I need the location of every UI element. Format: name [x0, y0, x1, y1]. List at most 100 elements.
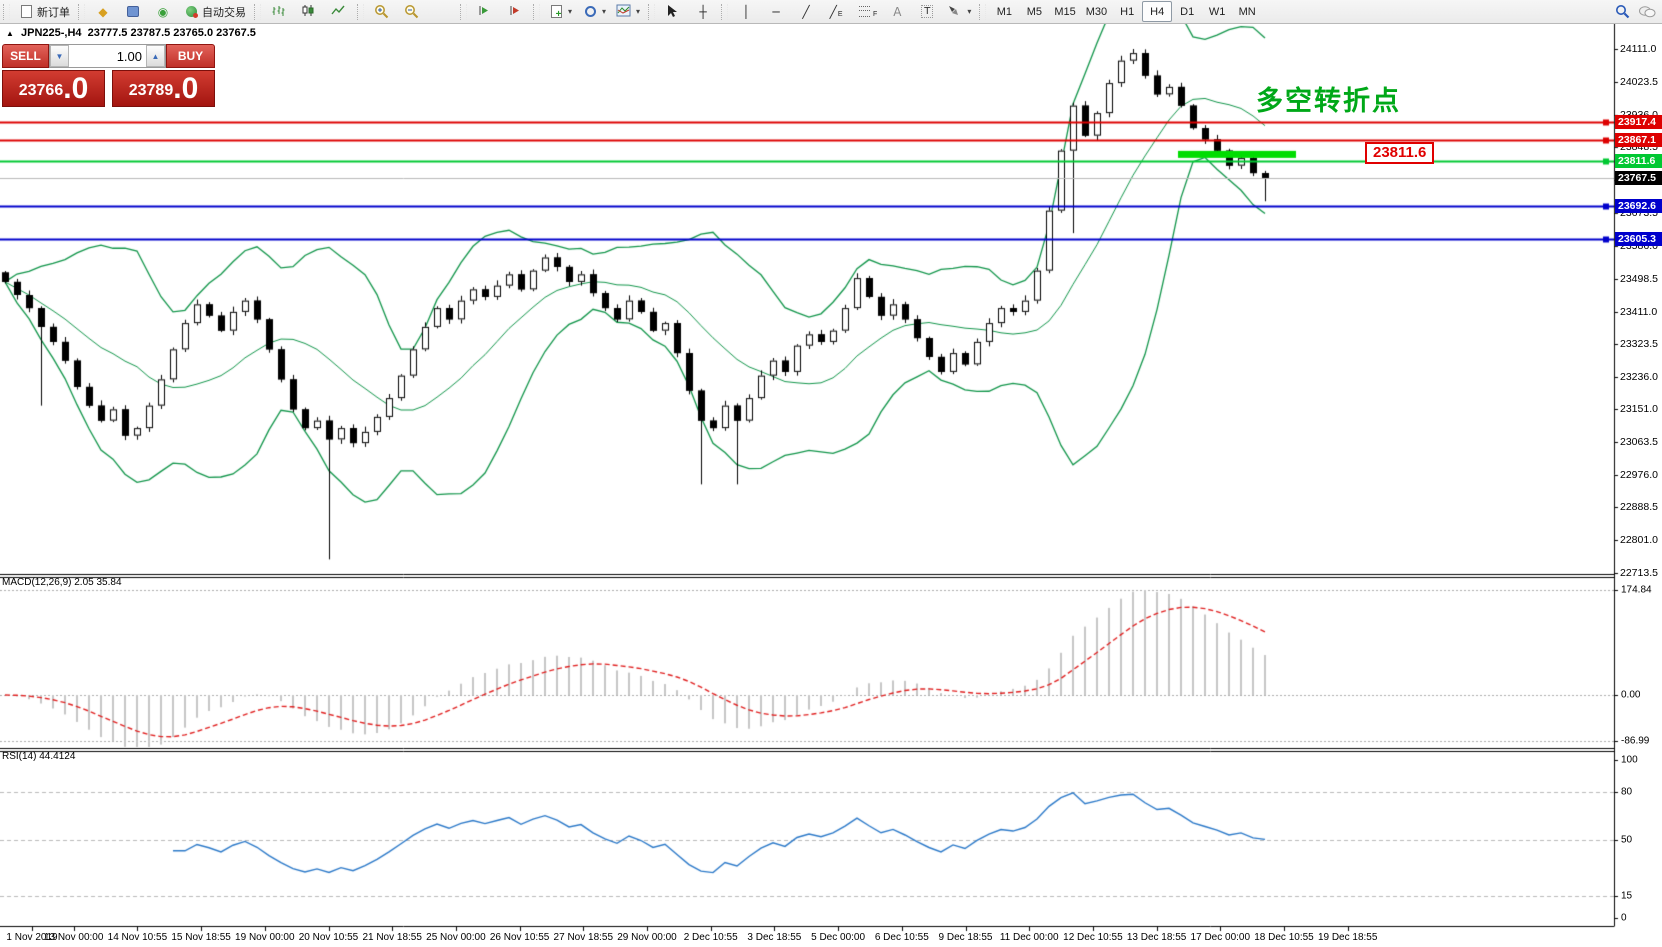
trendline-button[interactable]: ╱: [791, 1, 821, 22]
market-watch-icon: ◆: [98, 4, 108, 19]
periods-button[interactable]: ▾: [577, 1, 611, 22]
toolbar-grip: [254, 3, 261, 20]
chart-shift-button[interactable]: [500, 1, 530, 22]
volume-input[interactable]: [69, 45, 146, 67]
fibonacci-icon: [856, 4, 872, 20]
rsi-label: RSI(14) 44.4124: [2, 751, 76, 762]
data-window-button[interactable]: [118, 1, 148, 22]
buy-price-display[interactable]: 23789 .0: [112, 70, 215, 107]
toolbar-grip: [648, 3, 656, 20]
volume-decrease-button[interactable]: ▼: [50, 45, 69, 67]
chart-shift-icon: [510, 5, 519, 15]
timeframe-button-h1[interactable]: H1: [1120, 5, 1135, 18]
buy-button[interactable]: BUY: [166, 44, 215, 68]
bar-chart-button[interactable]: [264, 1, 294, 22]
timeframe-button-m1[interactable]: M1: [996, 5, 1012, 18]
timeframe-button-d1[interactable]: D1: [1180, 5, 1195, 18]
zoom-in-icon: [375, 4, 389, 18]
new-order-label: 新订单: [37, 6, 70, 19]
buy-price-main: 23789: [128, 82, 174, 99]
templates-icon: [616, 4, 631, 16]
cursor-button[interactable]: [658, 1, 688, 22]
timeframe-button-w1[interactable]: W1: [1208, 5, 1226, 18]
timeframe-button-m15[interactable]: M15: [1054, 5, 1076, 18]
line-chart-icon: [331, 5, 345, 14]
chevron-down-icon: ▾: [967, 7, 972, 16]
crosshair-icon: ┼: [699, 4, 707, 19]
signals-icon: ◉: [157, 4, 169, 19]
sell-button[interactable]: SELL: [2, 44, 49, 68]
autotrading-button[interactable]: 自动交易: [178, 1, 251, 22]
autotrading-label: 自动交易: [202, 6, 246, 19]
crosshair-button[interactable]: ┼: [688, 1, 718, 22]
indicators-button[interactable]: + ▾: [543, 1, 577, 22]
chevron-down-icon: ▾: [568, 7, 573, 16]
toolbar-grip: [721, 3, 729, 20]
macd-label: MACD(12,26,9) 2.05 35.84: [2, 577, 122, 588]
arrows-button[interactable]: ▾: [942, 1, 976, 22]
text-label-icon: T: [921, 5, 934, 18]
toolbar-grip: [979, 3, 987, 20]
sell-price-pips: .0: [63, 72, 89, 105]
clock-icon: [582, 4, 598, 20]
search-icon[interactable]: [1615, 4, 1630, 19]
autotrading-icon: [183, 4, 199, 20]
bar-chart-icon: [272, 5, 285, 16]
volume-control: ▼ ▲: [49, 44, 166, 68]
chart-symbol: JPN225-,H4: [20, 27, 82, 39]
triangle-up-icon: ▲: [6, 29, 14, 38]
toolbar-grip: [533, 3, 540, 20]
auto-scroll-button[interactable]: [470, 1, 500, 22]
volume-increase-button[interactable]: ▲: [146, 45, 165, 67]
market-watch-button[interactable]: ◆: [88, 1, 118, 22]
text-button[interactable]: A: [882, 1, 912, 22]
candlestick-chart-icon: [302, 4, 314, 16]
templates-button[interactable]: ▾: [611, 1, 645, 22]
buy-price-pips: .0: [173, 72, 199, 105]
horizontal-line-button[interactable]: ─: [761, 1, 791, 22]
cursor-icon: [668, 4, 678, 17]
toolbar-grip: [3, 3, 10, 20]
new-order-button[interactable]: 新订单: [13, 1, 75, 22]
zoom-in-button[interactable]: [367, 1, 397, 22]
chevron-down-icon: ▾: [602, 7, 607, 16]
toolbar-grip: [78, 3, 85, 20]
text-icon: A: [893, 4, 902, 19]
chat-icon[interactable]: [1638, 5, 1656, 19]
signals-button[interactable]: ◉: [148, 1, 178, 22]
one-click-trading-panel: SELL ▼ ▲ BUY 23766 .0 23789 .0: [2, 44, 215, 107]
fibonacci-button[interactable]: F: [851, 1, 882, 22]
sell-price-display[interactable]: 23766 .0: [2, 70, 105, 107]
candlestick-chart-button[interactable]: [294, 1, 324, 22]
timeframe-button-m30[interactable]: M30: [1085, 5, 1108, 18]
trendline-icon: ╱: [802, 4, 810, 19]
sell-price-main: 23766: [18, 82, 64, 99]
line-chart-button[interactable]: [324, 1, 354, 22]
chart-ohlc: 23777.5 23787.5 23765.0 23767.5: [87, 27, 256, 39]
tile-windows-icon: [434, 4, 450, 20]
timeframe-button-mn[interactable]: MN: [1238, 5, 1256, 18]
vertical-line-icon: │: [742, 4, 750, 19]
indicators-icon: +: [548, 4, 564, 20]
arrows-icon: [949, 5, 959, 15]
equidistant-channel-icon: ╱: [829, 4, 837, 19]
zoom-out-icon: [405, 4, 419, 18]
data-window-icon: [125, 4, 141, 20]
chevron-down-icon: ▾: [636, 7, 641, 16]
tile-windows-button[interactable]: [427, 1, 457, 22]
zoom-out-button[interactable]: [397, 1, 427, 22]
timeframe-button-h4[interactable]: H4: [1142, 1, 1173, 22]
new-order-icon: [18, 4, 34, 20]
vertical-line-button[interactable]: │: [731, 1, 761, 22]
timeframe-group: M1 M5 M15 M30 H1 H4 D1 W1 MN: [989, 1, 1262, 22]
toolbar-right: [1615, 4, 1656, 19]
price-callout-box: 23811.6: [1365, 142, 1435, 164]
toolbar: 新订单 ◆ ◉ 自动交易: [0, 0, 1662, 24]
equidistant-channel-button[interactable]: ╱ E: [829, 4, 843, 19]
text-label-button[interactable]: T: [912, 1, 942, 22]
annotation-text: 多空转折点: [1256, 86, 1401, 116]
horizontal-line-icon: ─: [772, 4, 780, 19]
timeframe-button-m5[interactable]: M5: [1026, 5, 1042, 18]
auto-scroll-icon: [479, 5, 488, 15]
